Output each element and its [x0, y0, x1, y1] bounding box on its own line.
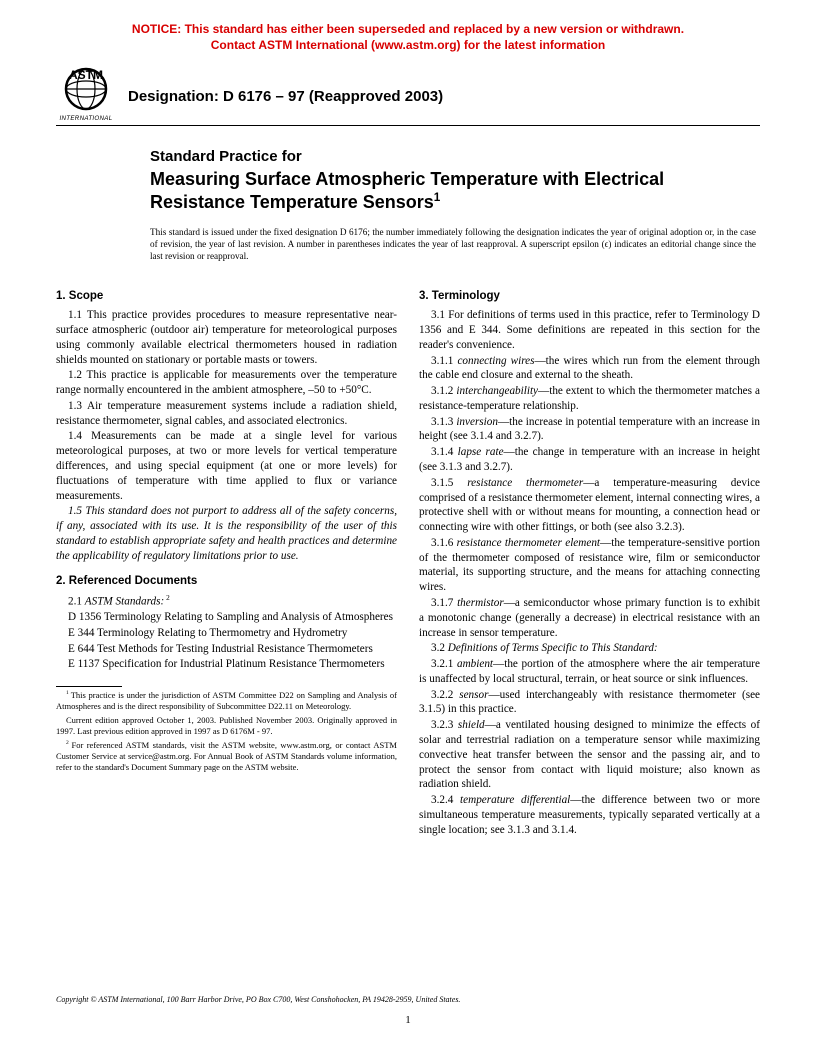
title-footnote-marker: 1	[434, 191, 441, 204]
p-3-2: 3.2 Definitions of Terms Specific to Thi…	[419, 641, 760, 656]
supersession-notice: NOTICE: This standard has either been su…	[0, 0, 816, 59]
right-column: 3. Terminology 3.1 For definitions of te…	[419, 289, 760, 839]
footnote-1a: 1 This practice is under the jurisdictio…	[56, 690, 397, 712]
ref-e644: E 644 Test Methods for Testing Industria…	[56, 642, 397, 657]
p-3-1-5: 3.1.5 resistance thermometer—a temperatu…	[419, 476, 760, 535]
p-1-5: 1.5 This standard does not purport to ad…	[56, 504, 397, 563]
title-text: Measuring Surface Atmospheric Temperatur…	[150, 169, 664, 212]
title-main: Measuring Surface Atmospheric Temperatur…	[150, 169, 760, 213]
designation: Designation: D 6176 – 97 (Reapproved 200…	[128, 84, 443, 105]
p-3-2-1: 3.2.1 ambient—the portion of the atmosph…	[419, 657, 760, 687]
left-column: 1. Scope 1.1 This practice provides proc…	[56, 289, 397, 839]
p-1-1: 1.1 This practice provides procedures to…	[56, 308, 397, 367]
page-number: 1	[0, 1014, 816, 1026]
terminology-heading: 3. Terminology	[419, 289, 760, 304]
p-1-2: 1.2 This practice is applicable for meas…	[56, 368, 397, 398]
svg-text:INTERNATIONAL: INTERNATIONAL	[60, 115, 113, 122]
p-3-1-7: 3.1.7 thermistor—a semiconductor whose p…	[419, 596, 760, 640]
footnote-2: 2 For referenced ASTM standards, visit t…	[56, 740, 397, 773]
p-3-1-1: 3.1.1 connecting wires—the wires which r…	[419, 354, 760, 384]
header: ASTM INTERNATIONAL Designation: D 6176 –…	[0, 59, 816, 123]
p-3-1-3: 3.1.3 inversion—the increase in potentia…	[419, 415, 760, 445]
notice-line-1: NOTICE: This standard has either been su…	[132, 22, 684, 36]
title-lead: Standard Practice for	[150, 148, 760, 167]
p-3-2-3: 3.2.3 shield—a ventilated housing design…	[419, 718, 760, 792]
p-3-1-2: 3.1.2 interchangeability—the extent to w…	[419, 384, 760, 414]
p-3-1-6: 3.1.6 resistance thermometer element—the…	[419, 536, 760, 595]
ref-d1356: D 1356 Terminology Relating to Sampling …	[56, 610, 397, 625]
astm-logo: ASTM INTERNATIONAL	[56, 65, 116, 123]
p-3-2-2: 3.2.2 sensor—used interchangeably with r…	[419, 688, 760, 718]
ref-e1137: E 1137 Specification for Industrial Plat…	[56, 657, 397, 672]
issuance-note: This standard is issued under the fixed …	[0, 213, 816, 263]
p-1-3: 1.3 Air temperature measurement systems …	[56, 399, 397, 429]
svg-text:ASTM: ASTM	[69, 68, 103, 82]
p-3-2-4: 3.2.4 temperature differential—the diffe…	[419, 793, 760, 837]
scope-heading: 1. Scope	[56, 289, 397, 304]
p-3-1: 3.1 For definitions of terms used in thi…	[419, 308, 760, 352]
body-columns: 1. Scope 1.1 This practice provides proc…	[0, 263, 816, 839]
p-3-1-4: 3.1.4 lapse rate—the change in temperatu…	[419, 445, 760, 475]
copyright: Copyright © ASTM International, 100 Barr…	[56, 995, 760, 1004]
refdocs-subhead: 2.1 ASTM Standards: 2	[56, 594, 397, 610]
notice-line-2: Contact ASTM International (www.astm.org…	[211, 38, 605, 52]
refdocs-heading: 2. Referenced Documents	[56, 574, 397, 589]
title-block: Standard Practice for Measuring Surface …	[0, 126, 816, 213]
p-1-4: 1.4 Measurements can be made at a single…	[56, 429, 397, 503]
footnote-1b: Current edition approved October 1, 2003…	[56, 715, 397, 737]
ref-e344: E 344 Terminology Relating to Thermometr…	[56, 626, 397, 641]
footnote-rule	[56, 686, 122, 687]
